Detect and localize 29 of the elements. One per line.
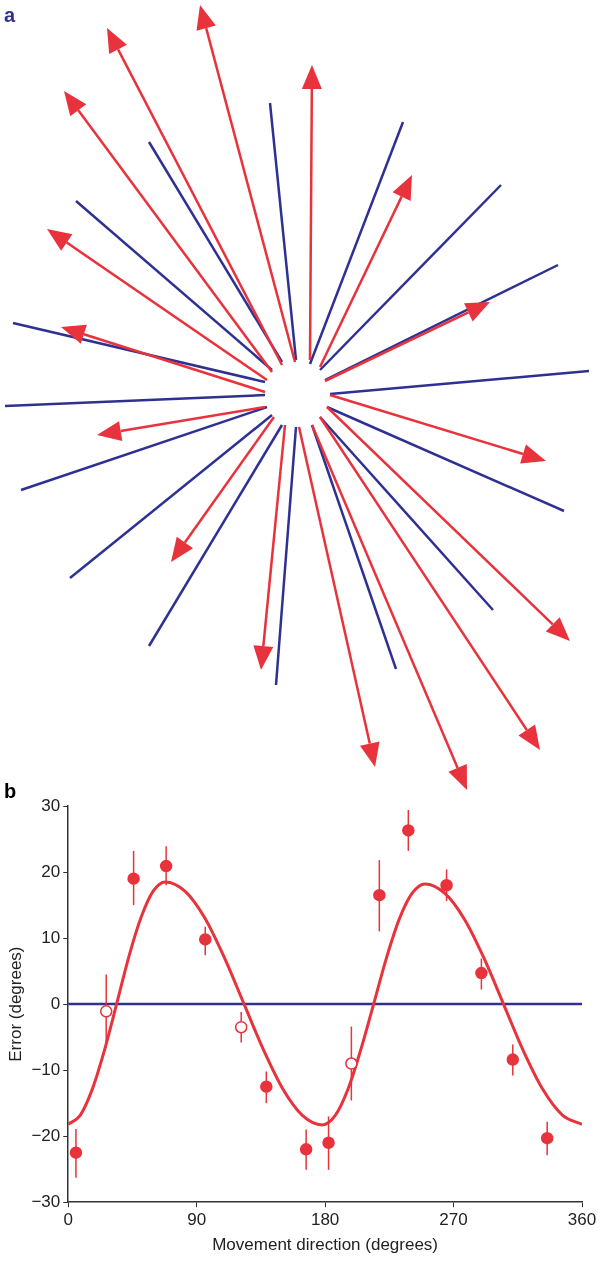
point [234, 1020, 248, 1034]
point [198, 933, 212, 946]
y-tick-label: 20 [41, 861, 61, 881]
y-tick-label: −10 [31, 1059, 61, 1079]
point [345, 1057, 358, 1070]
point [322, 1136, 335, 1150]
point [402, 824, 415, 837]
x-tick-label: 180 [310, 1210, 340, 1230]
point [99, 1005, 113, 1018]
point [440, 878, 453, 892]
point [506, 1053, 520, 1066]
point [373, 888, 386, 902]
y-tick-label: −30 [31, 1191, 61, 1211]
point [299, 1143, 313, 1156]
x-tick-label: 270 [439, 1210, 468, 1230]
point [540, 1131, 554, 1145]
y-tick-label: 10 [41, 927, 61, 947]
point [159, 859, 173, 873]
y-tick-label: 30 [41, 795, 61, 815]
point [475, 966, 488, 980]
x-axis-title: Movement direction (degrees) [212, 1235, 439, 1255]
y-axis-title: Error (degrees) [5, 946, 25, 1062]
point [127, 872, 140, 885]
x-tick-label: 360 [567, 1210, 597, 1230]
y-tick-label: 0 [50, 993, 61, 1013]
point [69, 1146, 83, 1159]
point [260, 1080, 273, 1093]
y-tick-label: −20 [31, 1125, 61, 1145]
x-tick-label: 90 [187, 1210, 207, 1230]
